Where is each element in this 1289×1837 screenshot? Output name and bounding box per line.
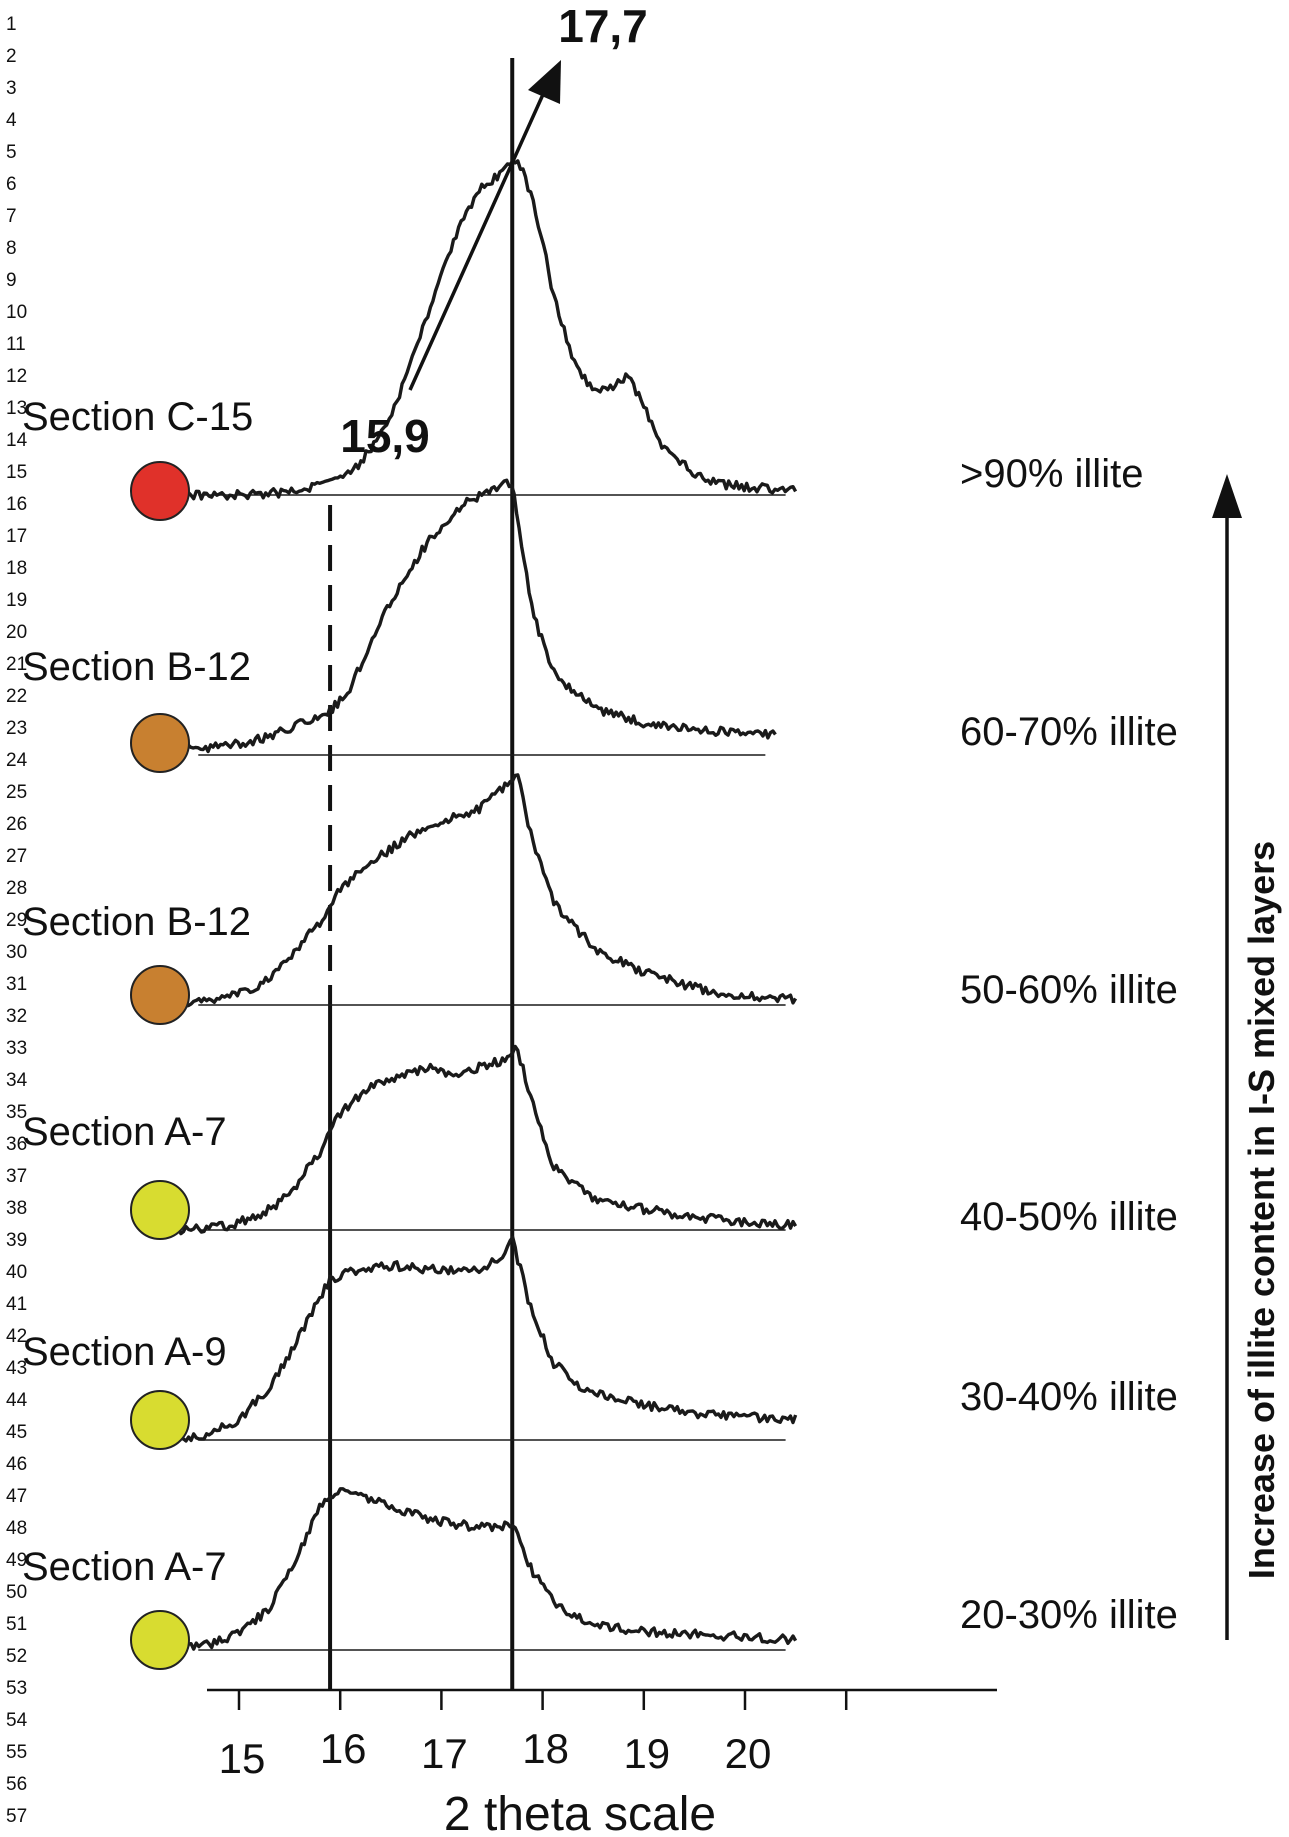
line-number: 26 xyxy=(6,814,27,835)
line-number: 3 xyxy=(6,78,17,99)
section-label: Section A-7 xyxy=(22,1110,227,1154)
trace-line xyxy=(176,478,777,756)
line-number: 50 xyxy=(6,1582,27,1603)
line-number: 10 xyxy=(6,302,27,323)
peak-label-right: 17,7 xyxy=(558,0,648,52)
line-number: 37 xyxy=(6,1166,27,1187)
shift-arrow xyxy=(408,60,561,391)
line-number: 16 xyxy=(6,494,27,515)
line-number: 56 xyxy=(6,1774,27,1795)
line-number: 7 xyxy=(6,206,17,227)
trace-line xyxy=(178,1487,798,1656)
x-tick-label: 18 xyxy=(522,1725,569,1772)
line-number: 6 xyxy=(6,174,17,195)
line-number: 57 xyxy=(6,1806,27,1827)
line-number: 11 xyxy=(6,334,26,355)
trace-labels: Section C-15 >90% illite Section B-12 60-70… xyxy=(22,395,1178,1670)
trace-line xyxy=(178,773,798,1008)
line-number: 48 xyxy=(6,1518,27,1539)
trace-line xyxy=(177,159,798,502)
section-marker xyxy=(130,461,190,521)
x-tick-label: 20 xyxy=(725,1730,772,1777)
line-number: 19 xyxy=(6,590,27,611)
line-number: 5 xyxy=(6,142,17,163)
x-tick-label: 19 xyxy=(623,1730,670,1777)
line-number: 40 xyxy=(6,1262,27,1283)
section-marker xyxy=(130,1610,190,1670)
illite-increase-arrow xyxy=(1212,474,1242,1640)
line-number: 22 xyxy=(6,686,27,707)
illite-label: 40-50% illite xyxy=(960,1195,1178,1239)
illite-label: 50-60% illite xyxy=(960,968,1178,1012)
line-number: 4 xyxy=(6,110,17,131)
line-number: 1 xyxy=(6,14,17,35)
line-number: 34 xyxy=(6,1070,28,1091)
illite-label: 20-30% illite xyxy=(960,1593,1178,1637)
line-number: 23 xyxy=(6,718,27,739)
line-number: 53 xyxy=(6,1678,27,1699)
line-number: 45 xyxy=(6,1422,27,1443)
line-number: 14 xyxy=(6,430,28,451)
section-marker xyxy=(130,1390,190,1450)
line-number: 15 xyxy=(6,462,27,483)
line-number: 8 xyxy=(6,238,17,259)
section-label: Section A-7 xyxy=(22,1545,227,1589)
line-number: 33 xyxy=(6,1038,27,1059)
reference-lines xyxy=(328,58,515,1690)
section-label: Section B-12 xyxy=(22,645,251,689)
line-number: 39 xyxy=(6,1230,27,1251)
x-axis-label: 2 theta scale xyxy=(444,1788,716,1837)
line-number: 49 xyxy=(6,1550,27,1571)
line-number: 51 xyxy=(6,1614,27,1635)
line-number: 20 xyxy=(6,622,27,643)
line-number: 9 xyxy=(6,270,17,291)
line-number: 12 xyxy=(6,366,27,387)
line-number: 25 xyxy=(6,782,27,803)
x-axis: 15 16 17 18 19 20 xyxy=(207,1688,997,1782)
section-label: Section C-15 xyxy=(22,395,253,439)
illite-label: 30-40% illite xyxy=(960,1375,1178,1419)
line-number: 21 xyxy=(6,654,27,675)
section-label: Section A-9 xyxy=(22,1330,227,1374)
section-marker xyxy=(130,713,190,773)
x-tick-label: 15 xyxy=(219,1735,266,1782)
section-marker xyxy=(130,1180,190,1240)
line-number: 54 xyxy=(6,1710,28,1731)
line-number: 29 xyxy=(6,910,27,931)
line-number: 44 xyxy=(6,1390,28,1411)
line-number: 42 xyxy=(6,1326,27,1347)
section-label: Section B-12 xyxy=(22,900,251,944)
trace-line xyxy=(177,1235,798,1443)
line-number: 32 xyxy=(6,1006,27,1027)
diffraction-traces xyxy=(176,159,798,1656)
line-number: 18 xyxy=(6,558,27,579)
line-number: 27 xyxy=(6,846,27,867)
line-number: 28 xyxy=(6,878,27,899)
x-tick-label: 17 xyxy=(421,1730,468,1777)
peak-label-left: 15,9 xyxy=(340,410,430,462)
line-number: 47 xyxy=(6,1486,27,1507)
section-marker xyxy=(130,965,190,1025)
line-number: 17 xyxy=(6,526,27,547)
line-number: 2 xyxy=(6,46,17,67)
line-number: 55 xyxy=(6,1742,27,1763)
line-number: 36 xyxy=(6,1134,27,1155)
x-tick-label: 16 xyxy=(320,1725,367,1772)
illite-label: 60-70% illite xyxy=(960,710,1178,754)
line-number: 24 xyxy=(6,750,28,771)
line-numbers: 1234567891011121314151617181920212223242… xyxy=(6,14,28,1827)
line-number: 43 xyxy=(6,1358,27,1379)
illite-label: >90% illite xyxy=(960,452,1143,496)
illite-increase-label: Increase of illite content in I-S mixed … xyxy=(1241,841,1282,1579)
trace-line xyxy=(176,1044,798,1236)
line-number: 38 xyxy=(6,1198,27,1219)
line-number: 31 xyxy=(6,974,27,995)
line-number: 13 xyxy=(6,398,27,419)
line-number: 35 xyxy=(6,1102,27,1123)
line-number: 30 xyxy=(6,942,27,963)
line-number: 41 xyxy=(6,1294,27,1315)
line-number: 52 xyxy=(6,1646,27,1667)
line-number: 46 xyxy=(6,1454,27,1475)
